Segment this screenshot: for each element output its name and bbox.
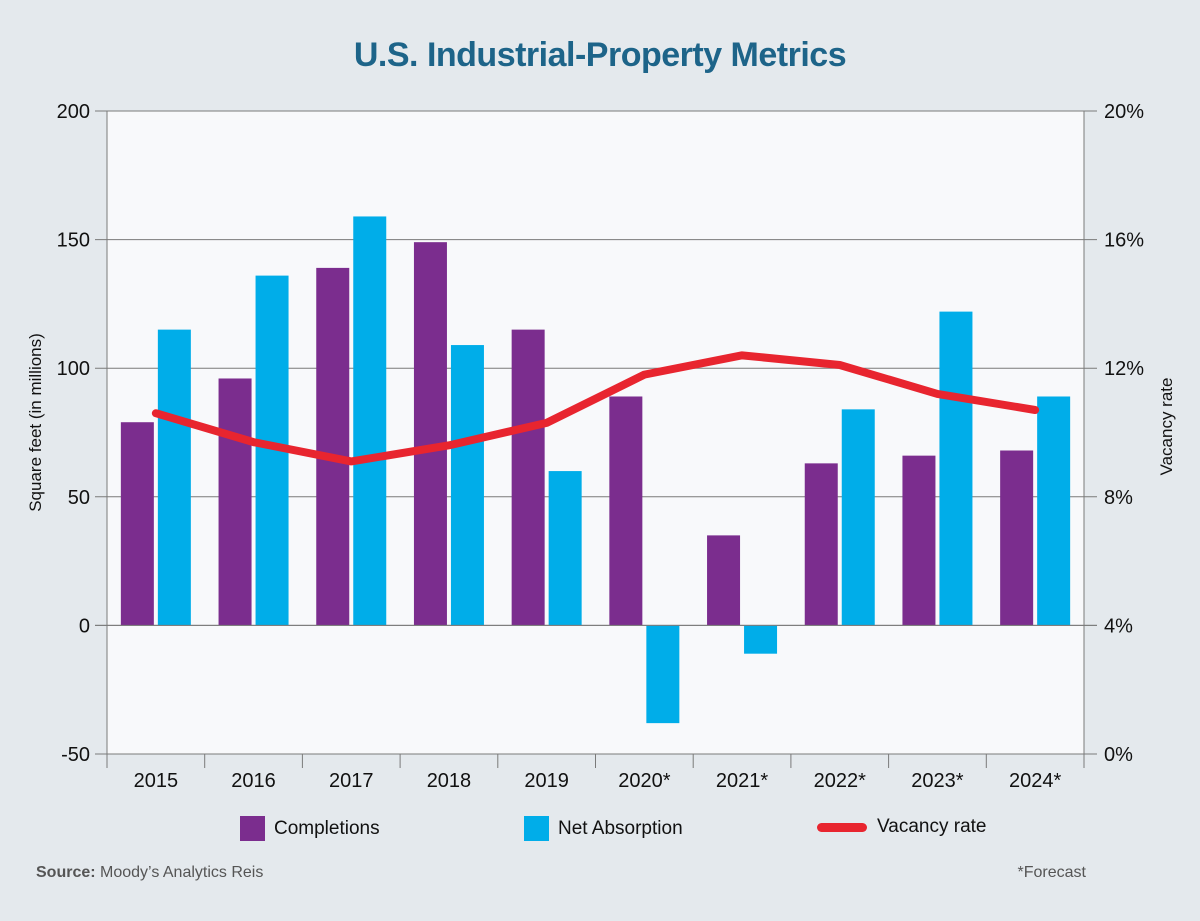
legend-swatch-vacancy-rate [817,822,867,832]
y2-tick-label: 0% [1104,744,1133,766]
bar-completions [316,267,350,626]
x-tick-label: 2018 [427,770,472,792]
bar-net-absorption [353,216,387,626]
line-vacancy-rate [151,351,1040,466]
x-tick-label: 2020* [618,770,670,792]
bar-completions [1000,450,1034,626]
forecast-footnote: *Forecast [1017,864,1086,881]
source-label: Source: [36,864,96,881]
legend-label-vacancy-rate: Vacancy rate [877,816,987,837]
legend-item-vacancy-rate: Vacancy rate [817,816,986,838]
y2-tick-label: 8% [1104,487,1133,509]
bar-net-absorption [1037,396,1071,626]
x-tick-label: 2019 [524,770,569,792]
y2-tick-label: 20% [1104,101,1144,123]
bar-completions [609,396,643,626]
y-tick-label: 100 [57,358,90,380]
legend-item-net-absorption: Net Absorption [524,816,683,841]
bar-completions [804,463,838,626]
bar-completions [413,242,447,626]
chart-title: U.S. Industrial-Property Metrics [353,36,847,74]
x-tick-label: 2024* [1009,770,1061,792]
y-tick-label: 150 [57,230,90,252]
legend-swatch-net-absorption [524,816,549,841]
y2-tick-label: 12% [1104,358,1144,380]
y2-tick-label: 16% [1104,230,1144,252]
y-axis-title: Square feet (in millions) [26,333,45,512]
source-text: Moody’s Analytics Reis [100,864,264,881]
bar-net-absorption [157,329,191,626]
bar-net-absorption [646,625,680,724]
bar-net-absorption [744,625,778,654]
y-tick-label: 200 [57,101,90,123]
bar-completions [902,455,936,626]
bar-net-absorption [939,311,973,626]
legend-item-completions: Completions [240,816,380,841]
bar-net-absorption [450,345,484,626]
legend: Completions Net Absorption Vacancy rate [0,816,1200,846]
y-tick-label: 50 [68,487,90,509]
x-tick-label: 2015 [134,770,179,792]
bar-completions [707,535,741,626]
legend-swatch-completions [240,816,265,841]
x-tick-label: 2016 [231,770,276,792]
x-tick-label: 2017 [329,770,374,792]
source-note: Source: Moody’s Analytics Reis [36,864,263,882]
legend-label-net-absorption: Net Absorption [558,817,683,839]
y2-axis-title: Vacancy rate [1157,378,1176,476]
y-tick-label: 0 [79,615,90,637]
bar-completions [120,422,154,626]
bar-net-absorption [841,409,875,626]
bar-net-absorption [548,471,582,626]
legend-label-completions: Completions [274,817,380,839]
bar-completions [511,329,545,626]
y2-tick-label: 4% [1104,615,1133,637]
plot-area [107,111,1084,754]
x-tick-label: 2022* [814,770,866,792]
y-tick-label: -50 [61,744,90,766]
x-tick-label: 2023* [911,770,963,792]
bar-completions [218,378,252,626]
x-tick-label: 2021* [716,770,768,792]
